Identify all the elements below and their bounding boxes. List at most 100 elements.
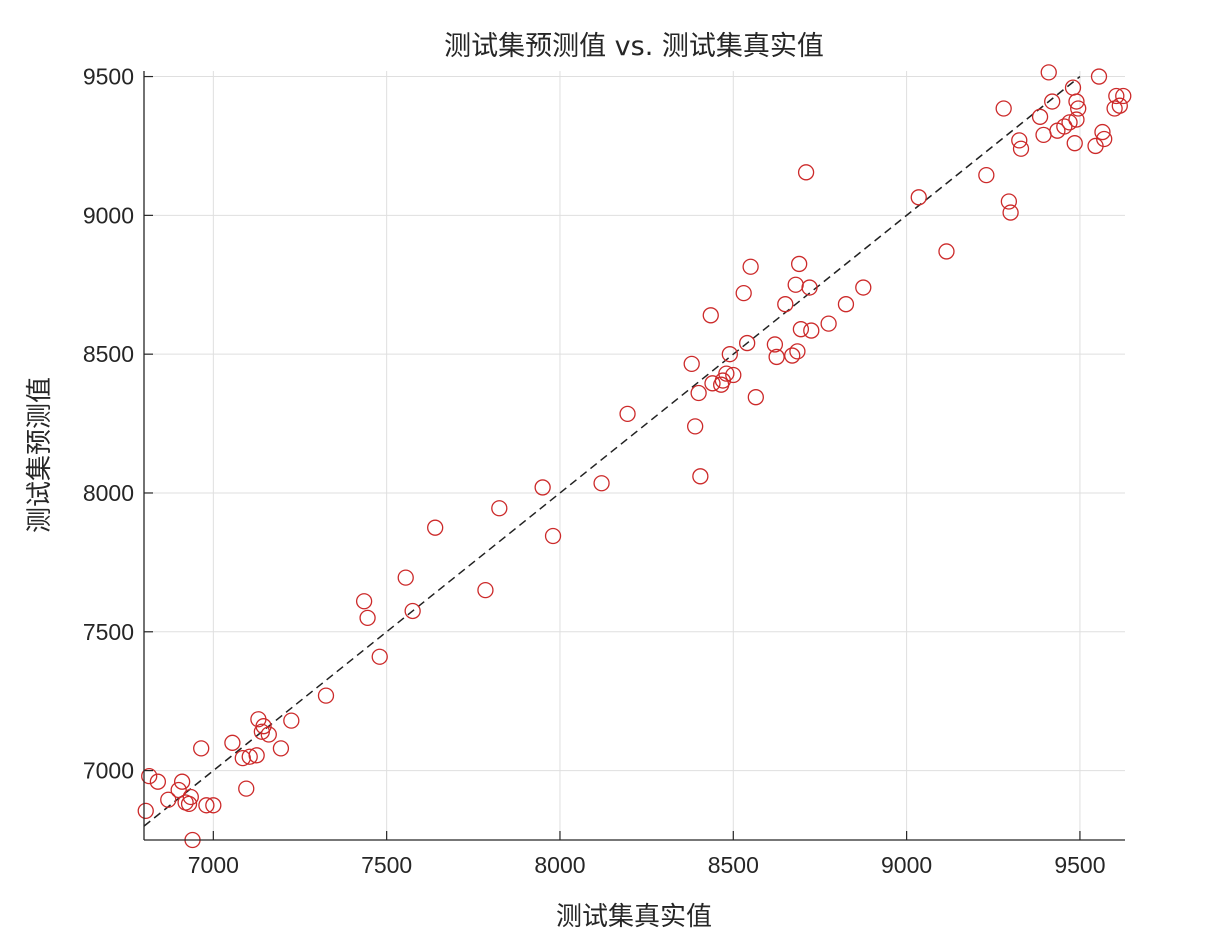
data-point bbox=[692, 468, 709, 485]
data-point bbox=[1115, 87, 1132, 105]
data-point bbox=[359, 609, 376, 627]
data-point bbox=[1031, 108, 1049, 125]
data-point bbox=[721, 346, 738, 363]
data-point bbox=[742, 258, 759, 275]
data-point bbox=[173, 773, 191, 790]
data-point bbox=[241, 748, 258, 765]
data-point bbox=[768, 348, 785, 366]
data-point bbox=[784, 347, 801, 364]
y-tick-label: 8500 bbox=[83, 341, 134, 367]
data-point bbox=[787, 276, 804, 293]
y-tick-label: 7000 bbox=[83, 758, 134, 784]
data-point bbox=[619, 405, 636, 423]
data-point bbox=[1011, 132, 1028, 149]
data-point bbox=[1094, 123, 1111, 141]
data-point bbox=[910, 189, 927, 206]
data-point bbox=[855, 279, 872, 296]
y-tick-label: 9000 bbox=[83, 202, 134, 228]
data-point bbox=[820, 315, 837, 332]
data-point bbox=[182, 788, 199, 806]
data-point bbox=[1066, 135, 1083, 152]
data-point bbox=[397, 569, 414, 586]
data-point bbox=[1070, 100, 1087, 117]
data-point bbox=[702, 307, 719, 324]
chart-title: 测试集预测值 vs. 测试集真实值 bbox=[444, 31, 824, 62]
data-point bbox=[1040, 64, 1057, 81]
data-point bbox=[747, 389, 764, 406]
data-point bbox=[1068, 93, 1085, 110]
data-point bbox=[149, 773, 167, 790]
data-point bbox=[718, 365, 735, 382]
data-point bbox=[283, 712, 300, 729]
data-point bbox=[1090, 68, 1108, 85]
data-point bbox=[477, 581, 494, 599]
data-point bbox=[141, 767, 158, 785]
data-point bbox=[1061, 114, 1078, 131]
data-point bbox=[1108, 87, 1125, 105]
data-point bbox=[687, 418, 704, 435]
data-point bbox=[789, 343, 806, 360]
data-point bbox=[739, 334, 756, 352]
data-point bbox=[593, 475, 610, 492]
data-point bbox=[837, 296, 855, 313]
data-point bbox=[801, 279, 818, 296]
data-point bbox=[238, 780, 255, 797]
x-tick-label: 9000 bbox=[881, 852, 932, 878]
data-point bbox=[170, 781, 187, 799]
reference-line-group bbox=[143, 75, 1081, 827]
data-point bbox=[1000, 193, 1018, 210]
y-tick-label: 8000 bbox=[83, 480, 134, 506]
data-point bbox=[735, 284, 752, 302]
data-point bbox=[797, 164, 815, 181]
data-point bbox=[766, 336, 784, 353]
x-tick-label: 8500 bbox=[708, 852, 759, 878]
x-tick-label: 7500 bbox=[361, 852, 412, 878]
data-point bbox=[193, 740, 210, 757]
data-point bbox=[1111, 97, 1128, 114]
reference-line bbox=[143, 75, 1081, 827]
data-point bbox=[255, 718, 272, 735]
data-point bbox=[1068, 111, 1085, 128]
data-point bbox=[180, 795, 198, 813]
data-point bbox=[1044, 93, 1061, 110]
data-point bbox=[427, 519, 444, 536]
data-point bbox=[725, 366, 742, 384]
data-point bbox=[371, 648, 388, 665]
data-point bbox=[534, 479, 551, 496]
data-point bbox=[995, 100, 1012, 117]
data-point bbox=[1035, 126, 1052, 144]
data-point bbox=[198, 797, 215, 814]
tick-labels: 7000 7500 8000 8500 9000 9500 7000 7500 8000 8500… bbox=[83, 64, 1106, 878]
y-tick-label: 9500 bbox=[83, 64, 134, 90]
data-point bbox=[1002, 204, 1019, 221]
data-point bbox=[1012, 140, 1030, 157]
data-point bbox=[137, 802, 154, 820]
axes bbox=[143, 71, 1125, 841]
data-point bbox=[791, 255, 808, 273]
data-point bbox=[272, 740, 290, 757]
x-tick-label: 8000 bbox=[534, 852, 585, 878]
data-point bbox=[355, 593, 373, 610]
data-point bbox=[683, 355, 700, 373]
data-point bbox=[260, 726, 277, 743]
data-point bbox=[1096, 130, 1113, 148]
data-point bbox=[160, 791, 177, 808]
data-point bbox=[978, 166, 995, 184]
data-point bbox=[777, 296, 794, 313]
y-axis-label: 测试集预测值 bbox=[25, 377, 55, 533]
data-point bbox=[544, 527, 562, 545]
data-point bbox=[404, 602, 421, 620]
data-point bbox=[690, 384, 707, 402]
data-point bbox=[248, 747, 265, 764]
data-point bbox=[491, 500, 508, 517]
x-tick-label: 9500 bbox=[1054, 852, 1105, 878]
grid-lines bbox=[144, 71, 1125, 840]
data-point bbox=[792, 321, 810, 338]
data-points bbox=[137, 64, 1132, 849]
data-point bbox=[803, 322, 820, 339]
data-point bbox=[704, 375, 721, 392]
x-axis-label: 测试集真实值 bbox=[556, 902, 712, 932]
data-point bbox=[317, 687, 335, 704]
data-point bbox=[938, 243, 955, 260]
